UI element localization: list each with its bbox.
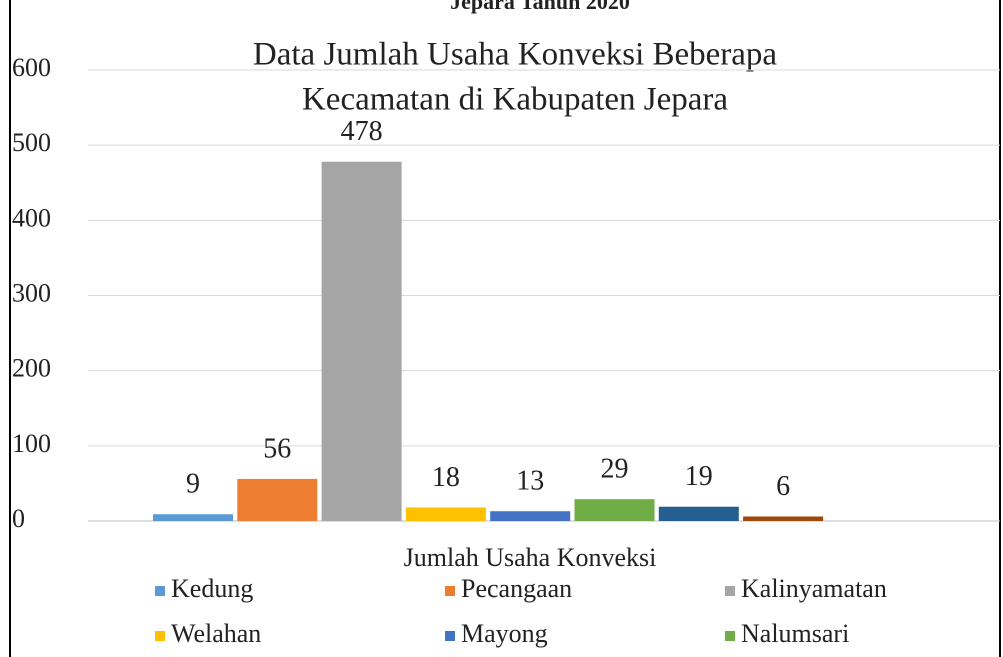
legend-swatch <box>445 631 455 641</box>
chart-title: Data Jumlah Usaha Konveksi Beberapa <box>253 37 778 73</box>
value-label: 29 <box>601 454 629 485</box>
bar <box>575 499 655 521</box>
legend-label: Mayong <box>461 619 548 648</box>
value-label: 9 <box>186 469 200 500</box>
value-label: 6 <box>776 471 790 502</box>
bar <box>322 162 402 521</box>
y-tick-label: 200 <box>12 354 51 383</box>
y-tick-label: 100 <box>12 429 51 458</box>
chart: Jepara Tahun 2020 Data Jumlah Usaha Konv… <box>0 0 1003 657</box>
value-label: 478 <box>341 116 383 147</box>
y-tick-label: 0 <box>12 504 25 533</box>
legend-swatch <box>155 631 165 641</box>
legend-label: Nalumsari <box>741 619 849 648</box>
value-label: 19 <box>685 461 713 492</box>
bar <box>153 514 233 521</box>
bar <box>237 479 317 521</box>
legend-label: Welahan <box>171 619 261 648</box>
caption: Jepara Tahun 2020 <box>450 0 630 14</box>
value-label: 13 <box>516 466 544 497</box>
bar <box>406 507 486 521</box>
legend-swatch <box>155 586 165 596</box>
legend-swatch <box>725 631 735 641</box>
bar <box>743 516 823 521</box>
legend-swatch <box>445 586 455 596</box>
value-label: 18 <box>432 462 460 493</box>
x-tick-label: Jumlah Usaha Konveksi <box>404 543 657 572</box>
legend-label: Kalinyamatan <box>741 574 887 603</box>
bar <box>659 507 739 521</box>
legend-label: Kedung <box>171 574 253 603</box>
y-tick-label: 500 <box>12 128 51 157</box>
page: Jepara Tahun 2020 Data Jumlah Usaha Konv… <box>0 0 1003 657</box>
y-tick-label: 300 <box>12 278 51 307</box>
y-tick-label: 600 <box>12 53 51 82</box>
chart-title: Kecamatan di Kabupaten Jepara <box>302 82 728 118</box>
legend-swatch <box>725 586 735 596</box>
value-label: 56 <box>263 433 291 464</box>
legend-label: Pecangaan <box>461 574 572 603</box>
y-tick-label: 400 <box>12 203 51 232</box>
bar <box>490 511 570 521</box>
